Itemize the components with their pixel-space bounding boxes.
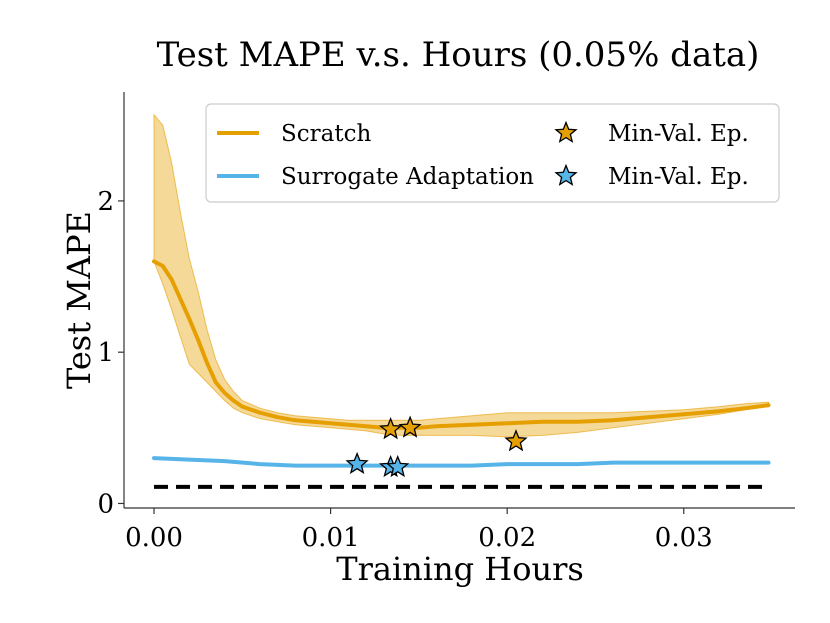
scratch-min-val-star bbox=[398, 415, 422, 438]
legend-star-scratch bbox=[554, 120, 578, 143]
x-tick-label: 0.03 bbox=[655, 523, 713, 553]
y-axis-label: Test MAPE bbox=[60, 211, 98, 389]
scratch-min-val-star bbox=[378, 417, 403, 440]
y-tick-label: 2 bbox=[97, 187, 114, 217]
scratch-min-val-star bbox=[504, 429, 528, 452]
surrogate-adaptation-min-val-star bbox=[345, 451, 369, 475]
scratch-line bbox=[152, 259, 771, 430]
legend-label-surrogate: Surrogate Adaptation bbox=[281, 164, 534, 190]
x-ticks: 0.00 0.01 0.02 0.03 bbox=[125, 508, 713, 553]
surrogate-adaptation-line bbox=[152, 456, 771, 468]
y-tick-label: 1 bbox=[97, 338, 114, 368]
y-ticks: 0 1 2 bbox=[97, 187, 124, 519]
x-tick-label: 0.02 bbox=[478, 523, 536, 553]
plot-area bbox=[152, 113, 771, 489]
chart-title: Test MAPE v.s. Hours (0.05% data) bbox=[157, 35, 760, 75]
legend-frame bbox=[205, 103, 780, 203]
x-tick-label: 0.00 bbox=[125, 523, 183, 553]
legend-label-min-val-scratch: Min-Val. Ep. bbox=[608, 121, 749, 147]
x-axis-label: Training Hours bbox=[336, 550, 584, 588]
legend: Scratch Min-Val. Ep. Surrogate Adaptatio… bbox=[205, 103, 780, 203]
x-tick-label: 0.01 bbox=[302, 523, 360, 553]
legend-label-min-val-surrogate: Min-Val. Ep. bbox=[608, 164, 749, 190]
legend-label-scratch: Scratch bbox=[281, 121, 371, 147]
surrogate-adaptation-min-val-star bbox=[386, 454, 410, 478]
y-tick-label: 0 bbox=[97, 489, 114, 519]
legend-star-surrogate bbox=[554, 163, 578, 186]
